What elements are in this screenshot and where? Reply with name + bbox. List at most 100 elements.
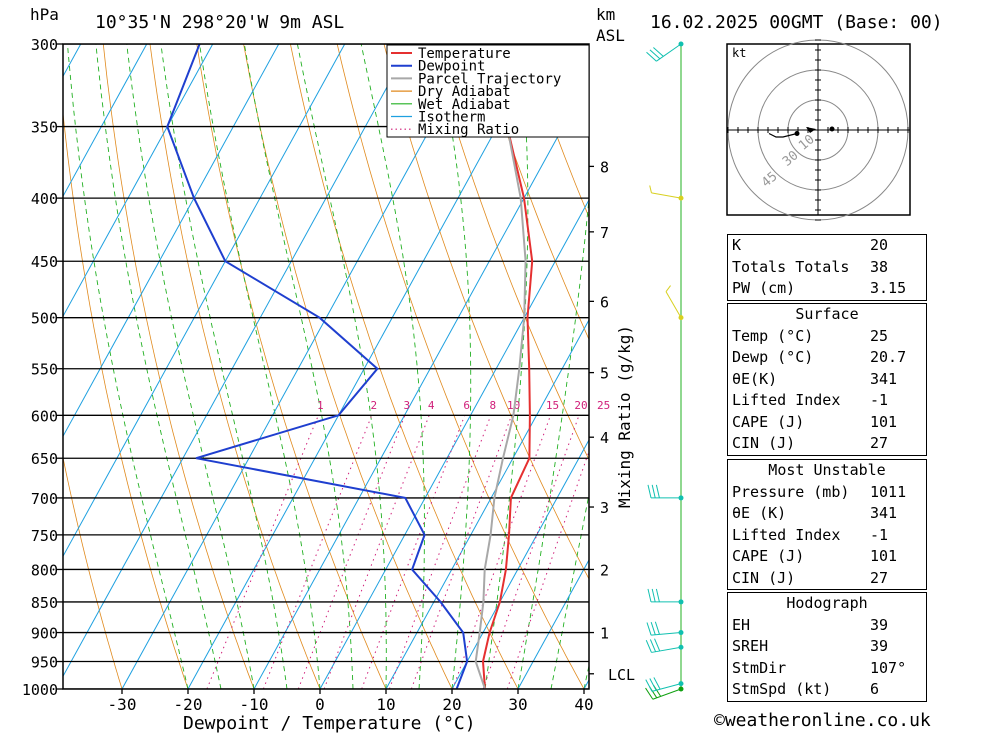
indices-table: K 20 Totals Totals 38 PW (cm) 3.15	[727, 234, 927, 301]
height-ref: ASL	[596, 26, 625, 45]
km-tick-label: 7	[600, 224, 609, 242]
row-label: Lifted Index	[732, 525, 841, 544]
hodograph-trace	[768, 132, 798, 138]
legend-label: Temperature	[418, 46, 511, 62]
table-row: K 20	[728, 235, 927, 257]
height-unit: km	[596, 5, 615, 24]
wind-barb-feather	[649, 678, 657, 691]
wet-adiabat	[436, 44, 472, 689]
wind-barb	[665, 291, 682, 318]
pressure-unit: hPa	[30, 5, 59, 24]
most-unstable-table: Most Unstable Pressure (mb) 1011 θE (K) 341…	[727, 459, 927, 590]
mixing-ratio-label: 4	[428, 399, 435, 412]
sounding-lines	[166, 44, 534, 689]
wind-barb-feather	[645, 639, 652, 653]
wind-barb-feather	[655, 588, 660, 603]
table-row: PW (cm) 3.15	[728, 278, 927, 300]
legend-label: Dry Adiabat	[418, 84, 511, 100]
legend-label: Isotherm	[418, 110, 485, 126]
row-label: PW (cm)	[732, 279, 796, 297]
lcl-label: LCL	[608, 666, 635, 684]
table-row: Lifted Index -1	[728, 390, 927, 412]
pressure-tick-label: 650	[31, 450, 58, 468]
table-row: CIN (J) 27	[728, 433, 927, 455]
pressure-tick-label: 400	[31, 190, 58, 208]
row-label: SREH	[732, 637, 769, 655]
wind-barb-feather	[655, 484, 660, 499]
location-title: 10°35'N 298°20'W 9m ASL	[95, 12, 344, 33]
row-label: CIN (J)	[732, 434, 796, 452]
wind-barb-feather	[653, 47, 664, 57]
isotherm	[63, 44, 412, 678]
table-row: θE (K) 341	[728, 503, 927, 525]
dry-adiabat	[430, 44, 589, 461]
row-label: StmSpd (kt)	[732, 680, 832, 698]
mixing-ratio-line	[452, 415, 551, 689]
pressure-tick-label: 900	[31, 625, 58, 643]
surface-title: Surface	[795, 305, 859, 323]
mixing-ratio-label: 15	[546, 399, 559, 412]
row-value: 101	[870, 412, 898, 431]
table-row: StmDir 107°	[728, 658, 927, 680]
wind-barb-feather	[651, 484, 656, 499]
hodograph-table-title: Hodograph	[786, 594, 868, 612]
dry-adiabat	[982, 26, 1000, 689]
mixing-ratio-line	[323, 415, 430, 689]
wind-barb-feather	[646, 622, 652, 636]
wet-adiabat	[360, 44, 425, 689]
temperature-tick-label: -30	[108, 695, 137, 714]
mixing-ratio-label: 3	[404, 399, 411, 412]
row-value: 38	[870, 257, 889, 276]
pressure-tick-label: 950	[31, 654, 58, 672]
km-tick-label: 3	[600, 499, 609, 517]
date-title: 16.02.2025 00GMT (Base: 00)	[650, 12, 943, 33]
table-row: CAPE (J) 101	[728, 546, 927, 568]
isotherm	[63, 44, 346, 558]
mixing-ratio-axis-title: Mixing Ratio (g/kg)	[615, 325, 634, 508]
wind-barb-feather	[653, 677, 661, 690]
mixing-ratio-line	[206, 415, 319, 689]
dry-adiabat	[149, 44, 321, 689]
row-value: -1	[870, 525, 889, 544]
pressure-axis: 300 350 400 450 500 550 600 650 700 750 800 850 900 9…	[22, 36, 63, 699]
pressure-tick-label: 600	[31, 407, 58, 425]
isotherm	[63, 44, 148, 198]
hodograph-table: Hodograph EH 39 SREH 39 StmDir 107° StmSpd (kt…	[727, 592, 927, 702]
table-row: Totals Totals 38	[728, 257, 927, 279]
wind-barb-feather	[649, 49, 661, 60]
row-label: Temp (°C)	[732, 326, 814, 345]
isotherm	[63, 44, 214, 318]
wind-barb-feather	[647, 588, 652, 603]
pressure-tick-label: 300	[31, 36, 58, 54]
wind-barb-feather	[646, 51, 657, 62]
legend-label: Dewpoint	[418, 59, 485, 75]
table-row: Dewp (°C) 20.7	[728, 347, 927, 369]
table-row: Temp (°C) 25	[728, 326, 927, 348]
row-label: EH	[732, 615, 751, 634]
pressure-tick-label: 500	[31, 310, 58, 328]
km-tick-label: 8	[600, 158, 609, 176]
legend-label: Mixing Ratio	[418, 122, 519, 138]
wet-adiabat	[243, 44, 354, 689]
wet-adiabat	[296, 44, 387, 689]
row-label: Dewp (°C)	[732, 348, 814, 366]
temperature-tick-label: -10	[240, 695, 269, 714]
credit-link[interactable]: ©weatheronline.co.uk	[714, 710, 931, 731]
km-tick-label: 2	[600, 561, 609, 579]
dry-adiabat	[523, 44, 589, 219]
table-row: Lifted Index -1	[728, 525, 927, 547]
wind-barb-feather	[649, 185, 652, 194]
hodograph-unit: kt	[732, 46, 746, 60]
wind-barb-feather	[649, 639, 657, 652]
row-value: 39	[870, 637, 889, 655]
legend-label: Parcel Trajectory	[418, 71, 561, 87]
hodograph-marker	[829, 126, 835, 132]
row-value: 20.7	[870, 348, 907, 366]
row-value: 27	[870, 434, 889, 452]
km-axis: 8 7 6 5 4 3 2 1 LCL	[589, 158, 635, 684]
isotherm	[517, 558, 589, 689]
pressure-tick-label: 750	[31, 527, 58, 545]
dry-adiabat	[63, 110, 189, 689]
wind-barb-feather	[645, 679, 653, 692]
row-label: θE(K)	[732, 369, 778, 388]
